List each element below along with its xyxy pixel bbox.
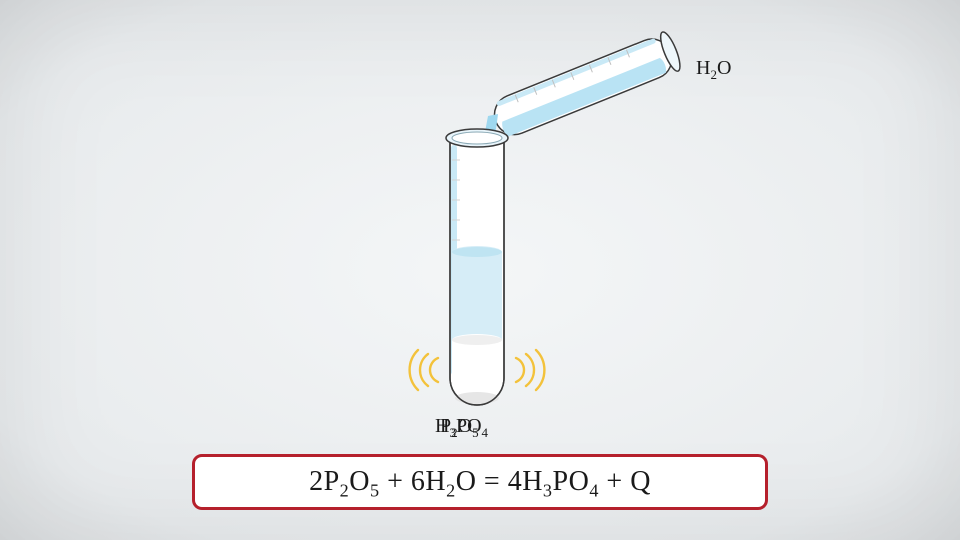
vertical-tube (446, 129, 508, 405)
heat-waves-left (410, 350, 438, 390)
label-h2o: H2O (696, 57, 731, 80)
label-product-b: P2O5 (440, 415, 479, 438)
tube-powder (452, 334, 502, 403)
pouring-tube (488, 30, 684, 142)
equation-text: 2P2O5 + 6H2O = 4H3PO4 + Q (309, 466, 651, 498)
equation-box: 2P2O5 + 6H2O = 4H3PO4 + Q (192, 454, 768, 510)
heat-waves-right (516, 350, 544, 390)
tube-liquid (452, 246, 502, 340)
water-stream (468, 114, 498, 252)
